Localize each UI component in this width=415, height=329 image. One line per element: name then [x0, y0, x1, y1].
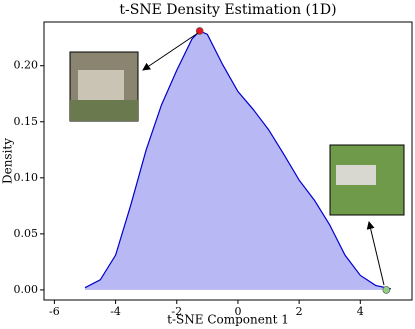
arrow: [366, 221, 385, 286]
x-tick-label: 4: [357, 305, 364, 318]
arrow: [142, 32, 199, 71]
plot-area: 0.00 0.05 0.10 0.15 0.20 -6 -4 -2 0 2 4: [14, 21, 413, 318]
highlight-point: [382, 286, 391, 294]
y-tick-label: 0.05: [14, 227, 39, 240]
y-axis-label: Density: [1, 138, 15, 184]
zebra-figure: [78, 70, 124, 100]
x-tick-label: -4: [110, 305, 121, 318]
x-tick-label: 0: [234, 305, 241, 318]
density-line: [84, 30, 392, 290]
highlight-point: [195, 27, 204, 35]
x-tick-label: 2: [296, 305, 303, 318]
density-fill: [84, 30, 391, 290]
x-tick-label: -6: [49, 305, 60, 318]
x-axis-label: t-SNE Component 1: [167, 313, 289, 327]
y-tick-label: 0.15: [14, 115, 39, 128]
y-tick-label: 0.10: [14, 171, 39, 184]
x-tick-label: -2: [171, 305, 182, 318]
image-annotations: [69, 32, 405, 286]
axes-frame: [43, 21, 413, 301]
y-tick-label: 0.00: [14, 283, 39, 296]
zebra-figure: [336, 165, 376, 185]
y-tick-label: 0.20: [14, 59, 39, 72]
grass: [70, 100, 138, 121]
chart-title: t-SNE Density Estimation (1D): [119, 2, 336, 18]
